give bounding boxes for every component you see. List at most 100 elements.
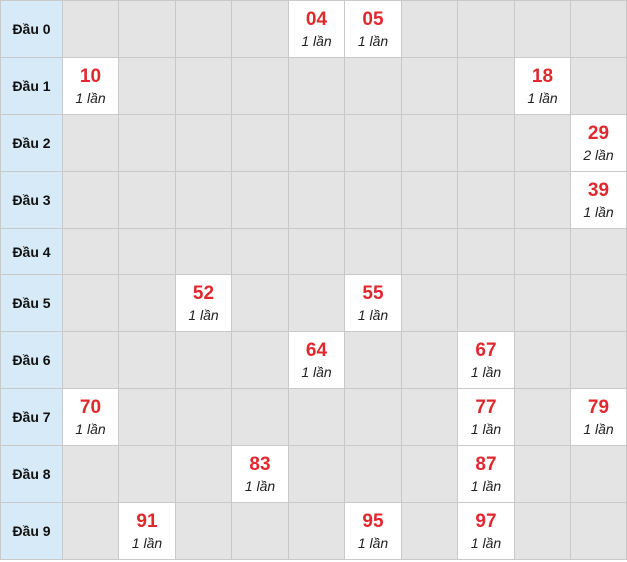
occurrence-count: 1 lần	[301, 32, 332, 49]
lotto-number: 87	[475, 453, 497, 475]
number-cell: 29 2 lần	[570, 114, 627, 172]
empty-cell	[231, 0, 289, 58]
lotto-number: 04	[305, 8, 328, 30]
empty-cell	[175, 228, 232, 275]
empty-cell	[231, 388, 289, 446]
row-label: Đầu 3	[0, 171, 63, 229]
row-label: Đầu 7	[0, 388, 63, 446]
table-row: Đầu 7 70 1 lần 77 1 lần 79 1 lần	[0, 388, 627, 446]
lotto-number: 18	[531, 65, 554, 87]
lotto-number: 83	[249, 453, 271, 475]
lotto-number: 29	[587, 122, 610, 144]
number-cell: 87 1 lần	[457, 445, 515, 503]
empty-cell	[288, 388, 345, 446]
occurrence-count: 1 lần	[357, 534, 389, 551]
empty-cell	[344, 445, 402, 503]
empty-cell	[118, 0, 176, 58]
occurrence-count: 1 lần	[244, 477, 276, 494]
empty-cell	[62, 274, 119, 332]
empty-cell	[401, 274, 458, 332]
empty-cell	[457, 171, 515, 229]
empty-cell	[514, 0, 571, 58]
empty-cell	[231, 228, 289, 275]
empty-cell	[288, 114, 345, 172]
occurrence-count: 1 lần	[188, 306, 219, 323]
row-label: Đầu 5	[0, 274, 63, 332]
empty-cell	[118, 171, 176, 229]
empty-cell	[288, 445, 345, 503]
empty-cell	[175, 171, 232, 229]
empty-cell	[570, 502, 627, 560]
number-cell: 79 1 lần	[570, 388, 627, 446]
empty-cell	[514, 502, 571, 560]
number-cell: 64 1 lần	[288, 331, 345, 389]
empty-cell	[514, 445, 571, 503]
lotto-number: 39	[587, 179, 610, 201]
lotto-number: 67	[475, 339, 497, 361]
number-cell: 18 1 lần	[514, 57, 571, 115]
empty-cell	[457, 228, 515, 275]
empty-cell	[457, 0, 515, 58]
occurrence-count: 1 lần	[583, 203, 614, 220]
lotto-number: 77	[475, 396, 497, 418]
empty-cell	[401, 445, 458, 503]
empty-cell	[344, 171, 402, 229]
empty-cell	[401, 0, 458, 58]
empty-cell	[62, 228, 119, 275]
empty-cell	[62, 171, 119, 229]
row-label: Đầu 1	[0, 57, 63, 115]
number-cell: 83 1 lần	[231, 445, 289, 503]
occurrence-count: 1 lần	[75, 420, 106, 437]
empty-cell	[118, 274, 176, 332]
table-row: Đầu 9 91 1 lần 95 1 lần 97 1 lần	[0, 502, 627, 560]
empty-cell	[401, 171, 458, 229]
empty-cell	[288, 57, 345, 115]
number-cell: 04 1 lần	[288, 0, 345, 58]
number-cell: 67 1 lần	[457, 331, 515, 389]
number-cell: 55 1 lần	[344, 274, 402, 332]
empty-cell	[175, 331, 232, 389]
number-cell: 70 1 lần	[62, 388, 119, 446]
occurrence-count: 1 lần	[583, 420, 614, 437]
lotto-number: 05	[362, 8, 384, 30]
empty-cell	[288, 228, 345, 275]
empty-cell	[288, 171, 345, 229]
empty-cell	[570, 274, 627, 332]
empty-cell	[401, 388, 458, 446]
number-cell: 39 1 lần	[570, 171, 627, 229]
row-label: Đầu 4	[0, 228, 63, 275]
lotto-number: 70	[79, 396, 102, 418]
empty-cell	[118, 445, 176, 503]
empty-cell	[570, 331, 627, 389]
lotto-number: 97	[475, 510, 497, 532]
empty-cell	[344, 388, 402, 446]
lotto-number: 52	[192, 282, 215, 304]
empty-cell	[514, 388, 571, 446]
empty-cell	[62, 0, 119, 58]
empty-cell	[118, 228, 176, 275]
table-row: Đầu 3 39 1 lần	[0, 171, 627, 229]
occurrence-count: 1 lần	[131, 534, 163, 551]
occurrence-count: 1 lần	[470, 420, 502, 437]
empty-cell	[570, 57, 627, 115]
empty-cell	[570, 0, 627, 58]
empty-cell	[175, 0, 232, 58]
empty-cell	[231, 171, 289, 229]
table-row: Đầu 4	[0, 228, 627, 275]
occurrence-count: 1 lần	[527, 89, 558, 106]
empty-cell	[514, 228, 571, 275]
empty-cell	[514, 171, 571, 229]
empty-cell	[62, 502, 119, 560]
empty-cell	[570, 228, 627, 275]
occurrence-count: 1 lần	[301, 363, 332, 380]
row-label: Đầu 8	[0, 445, 63, 503]
row-label: Đầu 0	[0, 0, 63, 58]
empty-cell	[62, 114, 119, 172]
empty-cell	[62, 445, 119, 503]
empty-cell	[118, 57, 176, 115]
empty-cell	[457, 274, 515, 332]
occurrence-count: 1 lần	[75, 89, 106, 106]
lotto-number: 95	[362, 510, 384, 532]
